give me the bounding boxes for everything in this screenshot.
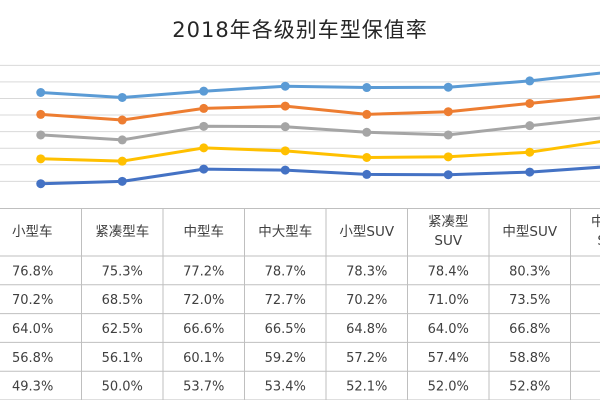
category-label-line: 紧凑型 xyxy=(428,213,469,230)
data-point xyxy=(525,98,535,108)
data-point xyxy=(525,121,535,131)
data-point xyxy=(362,83,372,93)
table-cell-value: 68.5% xyxy=(102,293,143,308)
table-cell-value: 58.8% xyxy=(509,351,550,366)
data-point xyxy=(117,115,127,125)
category-label: 紧凑型 SUV xyxy=(428,213,469,249)
series-line-0 xyxy=(40,71,600,99)
table-cell-value: 49.3% xyxy=(12,380,53,395)
category-label: 小型车 xyxy=(12,223,53,240)
series-line-1 xyxy=(40,94,600,122)
data-point xyxy=(443,170,453,180)
table-cell-value: 59.2% xyxy=(265,351,306,366)
table-cell-value: 64.0% xyxy=(12,322,53,337)
data-point xyxy=(117,92,127,102)
data-point xyxy=(36,154,46,164)
table-cell-value: 64.8% xyxy=(346,322,387,337)
data-point xyxy=(525,167,535,177)
table-cell-value: 72.0% xyxy=(183,293,224,308)
category-label-line: SUV xyxy=(597,233,600,249)
table-cell-value: 78.3% xyxy=(346,264,387,279)
table-cell-value: 71.0% xyxy=(428,293,469,308)
series-line-4 xyxy=(40,165,600,186)
table-cell-value: 57.2% xyxy=(346,351,387,366)
data-point xyxy=(280,122,290,132)
category-label: 中型SUV xyxy=(502,224,557,240)
table-cell-value: 53.7% xyxy=(183,380,224,395)
table-cell-value: 77.2% xyxy=(183,264,224,279)
category-label: 中大型 SUV xyxy=(591,214,600,249)
table-cell-value: 66.6% xyxy=(183,322,224,337)
table-cell-value: 66.5% xyxy=(265,322,306,337)
data-point xyxy=(525,76,535,86)
category-label: 小型SUV xyxy=(339,224,394,240)
table-cell-value: 60.1% xyxy=(183,351,224,366)
table-cell-value: 78.7% xyxy=(265,264,306,279)
data-point xyxy=(199,121,209,131)
data-point xyxy=(117,135,127,145)
series-line-3 xyxy=(40,140,600,163)
data-point xyxy=(117,176,127,186)
category-label-line: SUV xyxy=(434,233,462,249)
data-point xyxy=(36,88,46,98)
table-cell-value: 56.8% xyxy=(12,351,53,366)
data-point xyxy=(280,101,290,111)
data-point xyxy=(36,109,46,119)
table-cell-value: 80.3% xyxy=(509,264,550,279)
table-cell-value: 70.2% xyxy=(12,293,53,308)
data-point xyxy=(36,130,46,140)
data-point xyxy=(443,152,453,162)
data-point xyxy=(117,156,127,166)
data-point xyxy=(280,146,290,156)
data-point xyxy=(280,81,290,91)
table-cell-value: 66.8% xyxy=(509,322,550,337)
table-cell-value: 75.3% xyxy=(102,264,143,279)
chart-title: 2018年各级别车型保值率 xyxy=(172,18,428,42)
table-cell-value: 70.2% xyxy=(346,293,387,308)
table-cell-value: 53.4% xyxy=(265,380,306,395)
data-point xyxy=(199,164,209,174)
data-point xyxy=(280,165,290,175)
data-point xyxy=(443,107,453,117)
data-point xyxy=(362,127,372,137)
table-cell-value: 52.0% xyxy=(428,380,469,395)
category-label: 紧凑型车 xyxy=(95,223,149,240)
table-cell-value: 52.8% xyxy=(509,380,550,395)
table-cell-value: 78.4% xyxy=(428,264,469,279)
table-cell-value: 50.0% xyxy=(102,380,143,395)
table-cell-value: 62.5% xyxy=(102,322,143,337)
table-cell-value: 73.5% xyxy=(509,293,550,308)
table-cell-value: 57.4% xyxy=(428,351,469,366)
data-point xyxy=(199,103,209,113)
table-cell-value: 52.1% xyxy=(346,380,387,395)
data-point xyxy=(362,109,372,119)
table-cell-value: 64.0% xyxy=(428,322,469,337)
table-cell-value: 56.1% xyxy=(102,351,143,366)
data-point xyxy=(199,143,209,153)
data-point xyxy=(36,179,46,189)
data-point xyxy=(443,82,453,92)
category-label-line: 中大型 xyxy=(591,214,600,230)
table-cell-value: 76.8% xyxy=(12,264,53,279)
data-point xyxy=(362,152,372,162)
category-label: 中型车 xyxy=(184,223,225,240)
data-point xyxy=(525,147,535,157)
data-point xyxy=(199,86,209,96)
data-point xyxy=(443,130,453,140)
series-line-2 xyxy=(40,116,600,142)
line-plot-area xyxy=(0,64,600,189)
table-cell-value: 72.7% xyxy=(265,293,306,308)
data-point xyxy=(362,169,372,179)
data-table: 小型车 紧凑型车 中型车 中大型车 小型SUV 紧凑型 SUV 中型SUV 中大型 SUV 76.8… xyxy=(0,208,600,400)
category-label: 中大型车 xyxy=(258,223,312,240)
